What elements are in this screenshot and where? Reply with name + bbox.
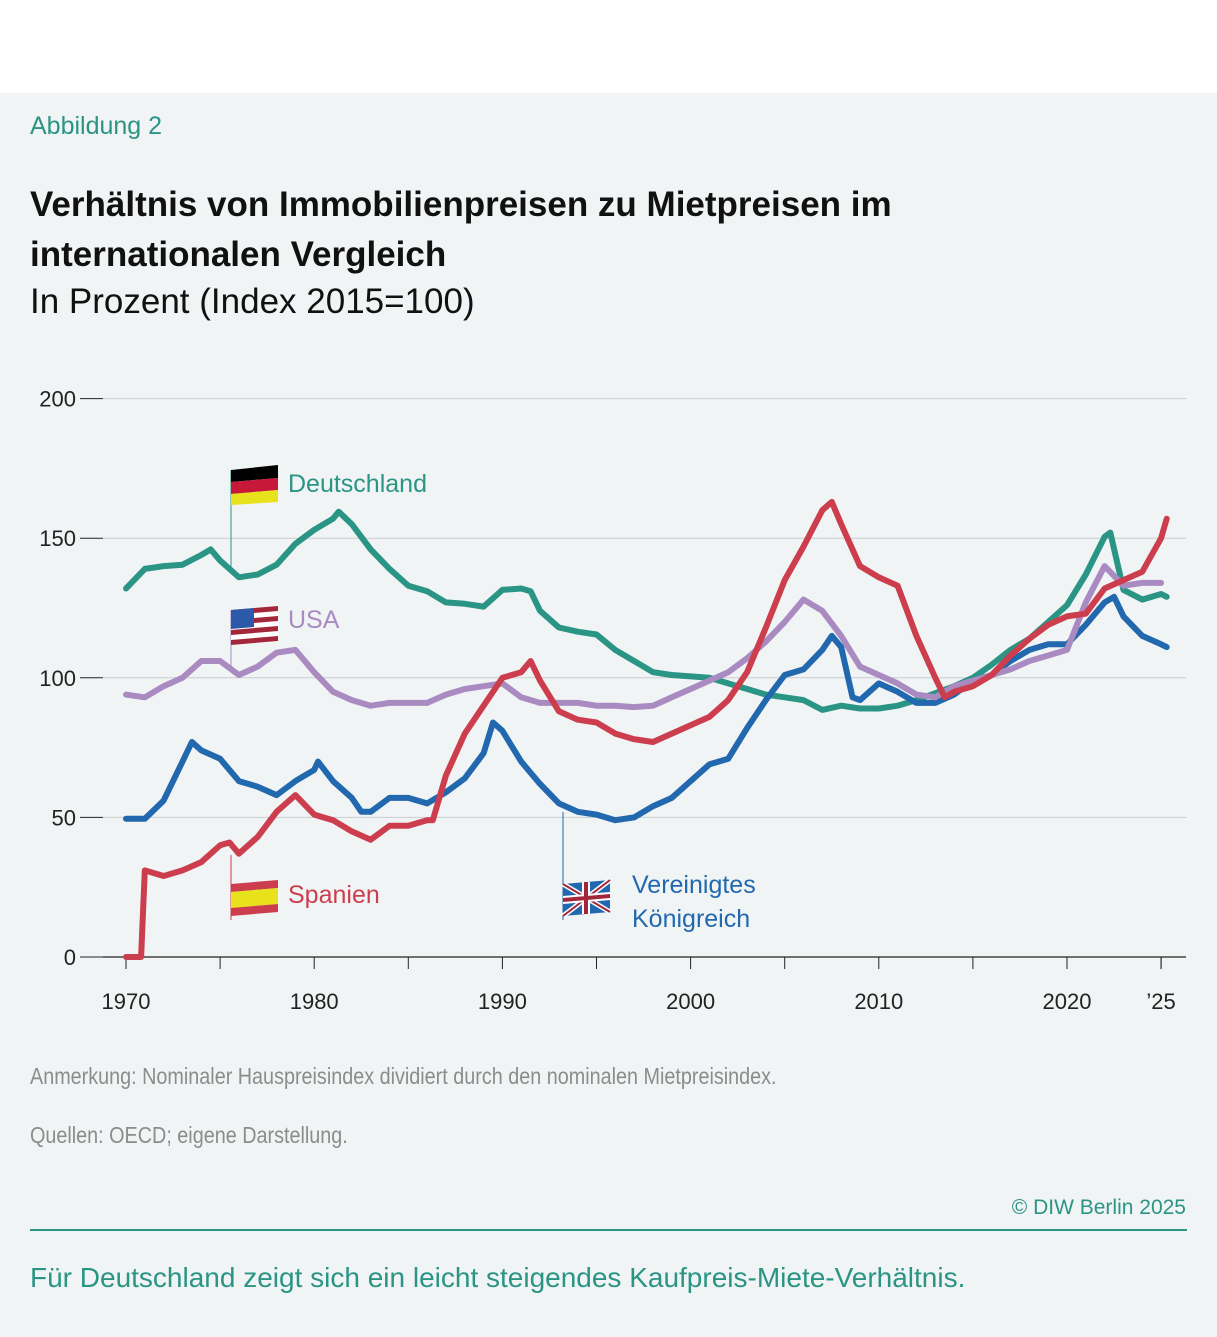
x-tick-label: ’25: [1146, 989, 1175, 1014]
series-label-spanien: Spanien: [288, 881, 380, 909]
figure-panel: [0, 93, 1217, 1337]
series-label-vereinigtes-koenigreich: Vereinigtes Königreich: [632, 871, 756, 933]
series-line-usa: [123, 563, 1165, 711]
y-tick-label: 100: [39, 666, 76, 691]
divider: [30, 1229, 1187, 1231]
line-chart: 200 150 100 50 0 1970 1980 1990 2000 2010 2020 ’25: [39, 387, 1186, 1014]
series-label-deutschland: Deutschland: [288, 470, 427, 498]
figure-label: Abbildung 2: [30, 112, 163, 140]
x-tick-label: 1970: [102, 989, 151, 1014]
y-tick-label: 150: [39, 526, 76, 551]
y-tick-label: 200: [39, 387, 76, 412]
german-flag-icon: [230, 465, 278, 568]
chart-title: Verhältnis von Immobilienpreisen zu Miet…: [30, 185, 892, 274]
series-line-deutschland: [123, 508, 1170, 713]
spanish-flag-icon: [230, 855, 278, 920]
x-tick-label: 1990: [478, 989, 527, 1014]
y-tick-label: 50: [52, 805, 76, 830]
x-tick-label: 2020: [1043, 989, 1092, 1014]
copyright: © DIW Berlin 2025: [1011, 1196, 1186, 1219]
series-label-usa: USA: [288, 606, 340, 634]
us-flag-icon: [230, 606, 278, 672]
x-tick-label: 1980: [290, 989, 339, 1014]
x-tick-label: 2000: [666, 989, 715, 1014]
footer-summary: Für Deutschland zeigt sich ein leicht st…: [30, 1262, 966, 1293]
chart-sources: Quellen: OECD; eigene Darstellung.: [30, 1122, 348, 1148]
y-tick-label: 0: [64, 945, 76, 970]
series-line-spanien: [123, 498, 1170, 960]
x-tick-label: 2010: [854, 989, 903, 1014]
chart-note: Anmerkung: Nominaler Hauspreisindex divi…: [30, 1063, 777, 1089]
uk-flag-icon: [561, 812, 612, 920]
chart-subtitle: In Prozent (Index 2015=100): [30, 282, 475, 321]
